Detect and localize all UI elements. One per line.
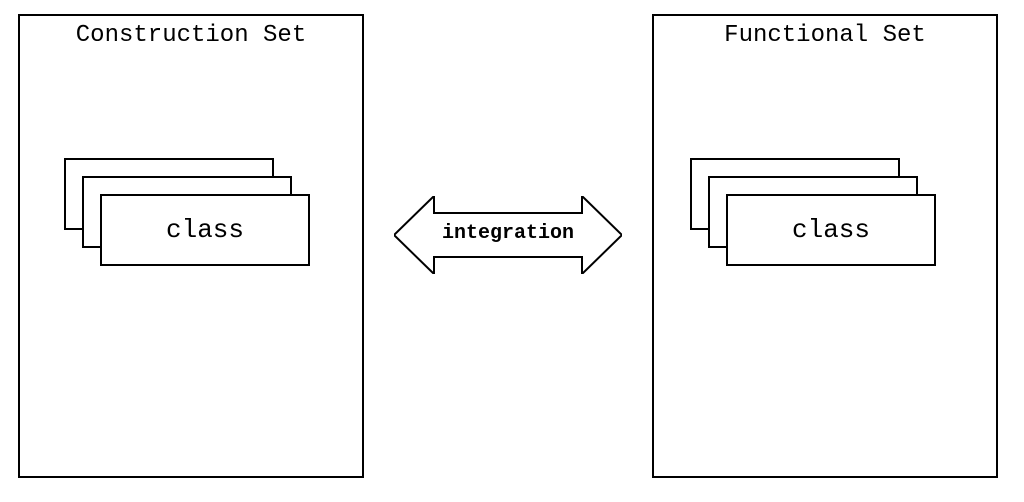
class-card-label: class (166, 215, 244, 245)
class-card: class (726, 194, 936, 266)
class-card-label: class (792, 215, 870, 245)
diagram-canvas: Construction Set class Functional Set cl… (0, 0, 1024, 502)
double-arrow-icon (394, 196, 622, 274)
construction-set-title: Construction Set (20, 22, 362, 49)
integration-arrow: integration (394, 196, 622, 274)
functional-set-title: Functional Set (654, 22, 996, 49)
class-card: class (100, 194, 310, 266)
